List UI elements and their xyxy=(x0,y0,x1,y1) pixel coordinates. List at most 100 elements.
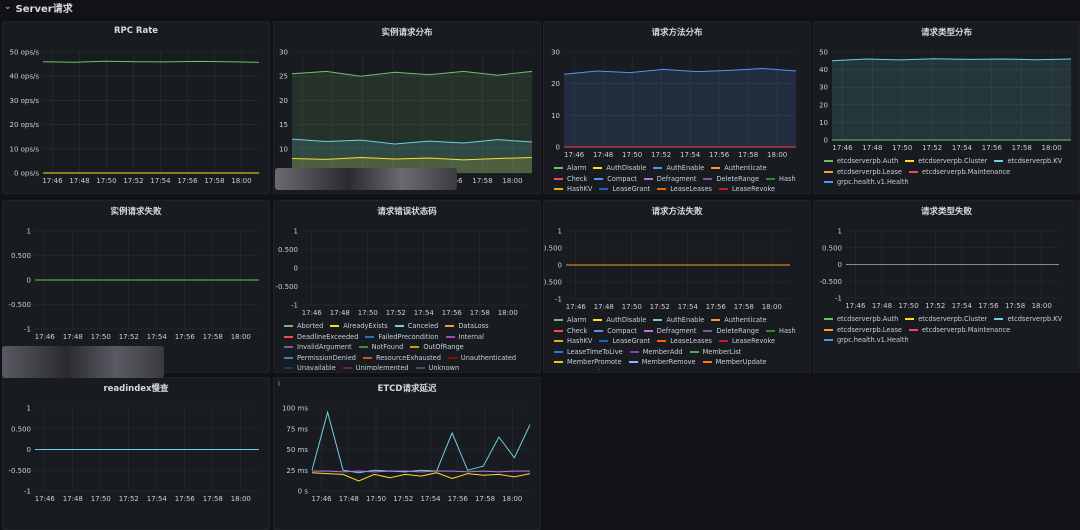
panel-p10[interactable]: i ETCD请求延迟 100 ms 75 ms 50 ms 25 ms 0 s 17:46 17… xyxy=(273,377,541,530)
legend-item[interactable]: etcdserverpb.KV xyxy=(994,156,1062,167)
legend-item[interactable]: LeaseLeases xyxy=(657,184,712,191)
legend-item[interactable]: HashKV xyxy=(554,184,592,191)
chevron-down-icon[interactable]: ⌄ xyxy=(4,2,12,12)
legend-item[interactable]: DataLoss xyxy=(445,321,489,332)
legend-item[interactable]: etcdserverpb.Lease xyxy=(824,325,902,336)
panel-title[interactable]: 请求方法分布 xyxy=(651,28,703,38)
legend-swatch xyxy=(643,329,653,332)
legend-item[interactable]: Check xyxy=(554,326,587,337)
legend-item[interactable]: AuthDisable xyxy=(593,315,646,326)
legend-item[interactable]: Unimplemented xyxy=(342,363,409,370)
legend-label: AuthDisable xyxy=(606,164,647,172)
x-tick-label: 17:58 xyxy=(470,309,490,317)
legend-item[interactable]: grpc.health.v1.Health xyxy=(824,335,909,346)
legend-item[interactable]: etcdserverpb.Maintenance xyxy=(908,325,1010,336)
legend-item[interactable]: etcdserverpb.Auth xyxy=(824,156,898,167)
panel-p4[interactable]: 请求类型分布 50 40 30 20 10 0 17:46 17:48 17:50 17:52 17:… xyxy=(813,21,1080,194)
panel-p1[interactable]: RPC Rate 50 ops/s 40 ops/s 30 ops/s 20 ops/s… xyxy=(2,21,270,194)
legend-item[interactable]: Defragment xyxy=(643,174,696,185)
legend-item[interactable]: LeaseGrant xyxy=(599,184,650,191)
legend-item[interactable]: MemberList xyxy=(689,347,741,358)
x-tick-label: 17:58 xyxy=(738,151,758,159)
legend-item[interactable]: grpc.health.v1.Health xyxy=(824,177,909,188)
legend-item[interactable]: LeaseTimeToLive xyxy=(554,347,623,358)
legend-item[interactable]: DeadlineExceeded xyxy=(284,332,358,343)
legend-item[interactable]: OutOfRange xyxy=(410,342,464,353)
legend-item[interactable]: DeleteRange xyxy=(703,174,759,185)
panel-title[interactable]: 请求方法失败 xyxy=(651,207,703,217)
legend-item[interactable]: Authenticate xyxy=(711,163,767,174)
legend-item[interactable]: etcdserverpb.Auth xyxy=(824,314,898,325)
legend-item[interactable]: etcdserverpb.Maintenance xyxy=(908,167,1010,178)
panel-p2[interactable]: 实例请求分布3025201510517:4617:4817:5017:5217:… xyxy=(273,21,541,194)
legend-item[interactable]: FailedPrecondition xyxy=(365,332,439,343)
legend-item[interactable]: Compact xyxy=(594,326,637,337)
x-tick-label: 18:00 xyxy=(231,495,251,503)
legend-item[interactable]: etcdserverpb.Cluster xyxy=(905,156,987,167)
panel-p5[interactable]: 实例请求失败 1 0.500 0 -0.500 -1 17:46 17:48 17:50 17:5… xyxy=(2,200,270,373)
panel-p7[interactable]: 请求方法失败 1 0.500 0 -0.500 -1 17:46 17:48 17:50 17:5… xyxy=(543,200,811,373)
legend-item[interactable]: AuthEnable xyxy=(653,163,704,174)
legend-item[interactable]: etcdserverpb.KV xyxy=(994,314,1062,325)
legend-item[interactable]: Unknown xyxy=(415,363,459,370)
legend-item[interactable]: Compact xyxy=(594,174,637,185)
panel-p3[interactable]: 请求方法分布 30 20 10 0 17:46 17:48 17:50 17:52 17:54 17… xyxy=(543,21,811,194)
legend-item[interactable]: MemberAdd xyxy=(629,347,683,358)
legend-item[interactable]: PermissionDenied xyxy=(284,353,356,364)
legend-item[interactable]: LeaseRevoke xyxy=(718,336,775,347)
panel-p9[interactable]: readindex慢查 1 0.500 0 -0.500 -1 17:46 17:48 17:5… xyxy=(2,377,270,530)
x-tick-label: 18:00 xyxy=(498,309,518,317)
legend-item[interactable]: Defragment xyxy=(643,326,696,337)
legend-item[interactable]: MemberUpdate xyxy=(702,357,767,368)
legend-item[interactable]: Unavailable xyxy=(284,363,336,370)
panel-p6[interactable]: 请求错误状态码 1 0.500 0 -0.500 -1 17:46 17:48 17:50 17:… xyxy=(273,200,541,373)
y-tick-label: 75 ms xyxy=(286,425,308,433)
y-tick-label: 0 xyxy=(27,446,31,454)
legend-swatch xyxy=(447,356,457,359)
panel-p8[interactable]: 请求类型失败 1 0.500 0 -0.500 -1 17:46 17:48 17:50 17:5… xyxy=(813,200,1080,373)
legend-item[interactable]: InvalidArgument xyxy=(284,342,352,353)
row-header-server[interactable]: ⌄ Server请求 xyxy=(0,0,1080,15)
legend-item[interactable]: LeaseGrant xyxy=(599,336,650,347)
legend-item[interactable]: Check xyxy=(554,174,587,185)
legend-item[interactable]: Authenticate xyxy=(711,315,767,326)
panel-title[interactable]: RPC Rate xyxy=(113,26,159,36)
legend-item[interactable]: Unauthenticated xyxy=(447,353,516,364)
y-tick-label: 1 xyxy=(558,228,562,236)
panel-title[interactable]: readindex慢查 xyxy=(103,384,169,394)
legend-item[interactable]: AuthDisable xyxy=(593,163,646,174)
y-tick-label: 50 xyxy=(819,49,828,57)
x-tick-label: 17:50 xyxy=(91,333,111,341)
legend-item[interactable]: Hash xyxy=(766,326,796,337)
panel-title[interactable]: 实例请求失败 xyxy=(110,207,162,217)
info-icon[interactable]: i xyxy=(278,380,280,388)
legend-item[interactable]: ResourceExhausted xyxy=(362,353,441,364)
panel-title[interactable]: 实例请求分布 xyxy=(381,28,433,38)
legend-item[interactable]: Put xyxy=(614,368,638,371)
legend-item[interactable]: HashKV xyxy=(554,336,592,347)
legend-item[interactable]: LeaseLeases xyxy=(657,336,712,347)
legend-item[interactable]: Alarm xyxy=(554,315,586,326)
panel-title[interactable]: 请求错误状态码 xyxy=(377,207,437,217)
panel-title[interactable]: 请求类型分布 xyxy=(920,28,972,38)
panel-title[interactable]: 请求类型失败 xyxy=(920,207,972,217)
legend-item[interactable]: AlreadyExists xyxy=(330,321,388,332)
legend-item[interactable]: DeleteRange xyxy=(703,326,759,337)
legend-item[interactable]: MemberRemove xyxy=(628,357,696,368)
y-tick-label: 0 xyxy=(558,262,562,270)
series-area xyxy=(292,139,532,173)
legend-item[interactable]: MemberPromote xyxy=(554,357,622,368)
legend-item[interactable]: Canceled xyxy=(394,321,438,332)
legend-item[interactable]: AuthEnable xyxy=(653,315,704,326)
legend-item[interactable]: Aborted xyxy=(284,321,323,332)
legend-item[interactable]: MoveLeader xyxy=(554,368,607,371)
legend-item[interactable]: etcdserverpb.Lease xyxy=(824,167,902,178)
legend-item[interactable]: NotFound xyxy=(358,342,403,353)
legend-item[interactable]: LeaseRevoke xyxy=(718,184,775,191)
legend-label: grpc.health.v1.Health xyxy=(837,336,909,344)
panel-title[interactable]: ETCD请求延迟 xyxy=(377,384,437,394)
legend-item[interactable]: Alarm xyxy=(554,163,586,174)
legend-item[interactable]: Internal xyxy=(445,332,484,343)
legend-item[interactable]: Hash xyxy=(766,174,796,185)
legend-item[interactable]: etcdserverpb.Cluster xyxy=(905,314,987,325)
